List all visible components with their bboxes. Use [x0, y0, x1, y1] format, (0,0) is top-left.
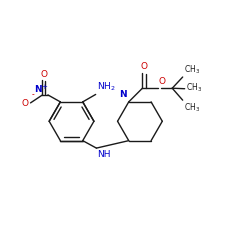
Text: O: O: [40, 70, 48, 78]
Text: CH$_3$: CH$_3$: [184, 64, 200, 76]
Text: +: +: [41, 84, 47, 90]
Text: CH$_3$: CH$_3$: [186, 82, 202, 94]
Text: O: O: [22, 100, 29, 108]
Text: -: -: [32, 90, 35, 100]
Text: O: O: [140, 62, 147, 71]
Text: CH$_3$: CH$_3$: [184, 101, 200, 114]
Text: N: N: [120, 90, 127, 100]
Text: NH$_2$: NH$_2$: [97, 81, 115, 94]
Text: N: N: [34, 85, 42, 94]
Text: NH: NH: [98, 150, 111, 159]
Text: O: O: [158, 78, 166, 86]
